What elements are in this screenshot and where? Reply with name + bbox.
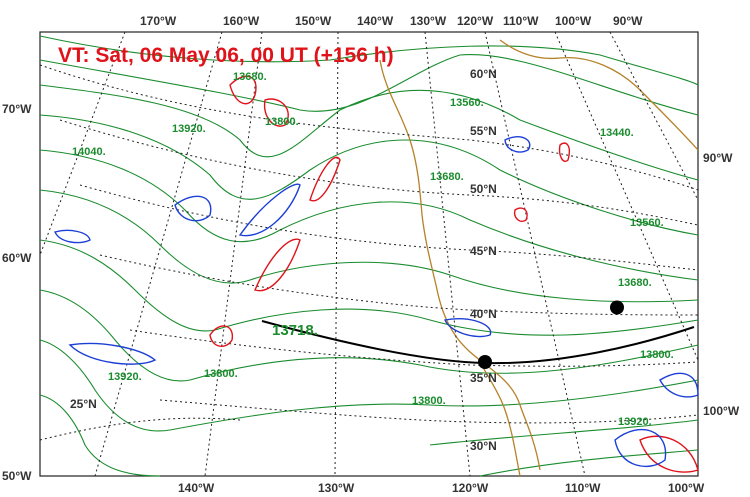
side-labels: 70°W 60°W 50°W 90°W 100°W — [2, 102, 740, 483]
highlight-contour-label: 13718. — [272, 322, 318, 339]
lon-label-top: 160°W — [223, 14, 260, 28]
marker-point-b — [610, 300, 624, 315]
lon-label-top: 140°W — [357, 14, 394, 28]
lon-label-bottom: 130°W — [318, 481, 355, 495]
contour-label: 13680. — [618, 277, 652, 289]
graticule — [39, 31, 699, 477]
markers — [478, 300, 624, 369]
contour-label: 13800. — [265, 116, 299, 128]
lat-label: 55°N — [470, 124, 497, 138]
contour-label: 13560. — [630, 217, 664, 229]
lat-label: 50°N — [470, 182, 497, 196]
lon-label-top: 130°W — [410, 14, 447, 28]
bottom-longitude-labels: 140°W 130°W 120°W 110°W 100°W — [178, 481, 705, 495]
contour-label: 13920. — [618, 416, 652, 428]
lon-label-bottom: 110°W — [565, 481, 601, 495]
contour-label: 13680. — [430, 171, 464, 183]
top-longitude-labels: 170°W 160°W 150°W 140°W 130°W 120°W 110°… — [140, 14, 643, 28]
contour-label: 13680. — [233, 71, 267, 83]
latitude-labels: 60°N 55°N 50°N 45°N 40°N 35°N 30°N 25°N — [70, 67, 497, 453]
lon-label-top: 120°W — [457, 14, 494, 28]
marker-point-a — [478, 355, 492, 369]
lat-label: 35°N — [470, 371, 497, 385]
contour-label: 13800. — [412, 395, 446, 407]
contour-label: 13440. — [600, 127, 634, 139]
side-label-left: 70°W — [2, 102, 32, 116]
lon-label-top: 90°W — [613, 14, 643, 28]
contour-label: 13800. — [204, 368, 238, 380]
contour-label: 13920. — [172, 123, 206, 135]
negative-anomaly-contours — [54, 136, 699, 468]
trajectory-curve — [261, 320, 695, 365]
lon-label-top: 170°W — [140, 14, 177, 28]
lat-label: 25°N — [70, 397, 97, 411]
contour-label: 13920. — [108, 371, 142, 383]
plot-frame — [39, 31, 699, 477]
side-label-left: 50°W — [2, 469, 32, 483]
valid-time-title: VT: Sat, 06 May 06, 00 UT (+156 h) — [58, 44, 394, 67]
lat-label: 40°N — [470, 307, 497, 321]
contour-label: 13560. — [450, 97, 484, 109]
side-label-left: 60°W — [2, 251, 32, 265]
side-label-right: 100°W — [703, 404, 740, 418]
contour-label: 13800. — [640, 349, 674, 361]
lat-label: 30°N — [470, 439, 497, 453]
contour-labels: 13680. 13920. 13800. 14040. 13560. 13440… — [72, 71, 674, 428]
lon-label-top: 100°W — [555, 14, 592, 28]
contour-label: 14040. — [72, 146, 106, 158]
lat-label: 60°N — [470, 67, 497, 81]
lon-label-top: 110°W — [503, 14, 539, 28]
lon-label-bottom: 100°W — [668, 481, 705, 495]
side-label-right: 90°W — [703, 151, 733, 165]
height-contours — [39, 35, 699, 477]
coastline — [379, 39, 699, 477]
lon-label-bottom: 140°W — [178, 481, 215, 495]
lon-label-top: 150°W — [295, 14, 332, 28]
lon-label-bottom: 120°W — [452, 481, 489, 495]
lat-label: 45°N — [470, 244, 497, 258]
